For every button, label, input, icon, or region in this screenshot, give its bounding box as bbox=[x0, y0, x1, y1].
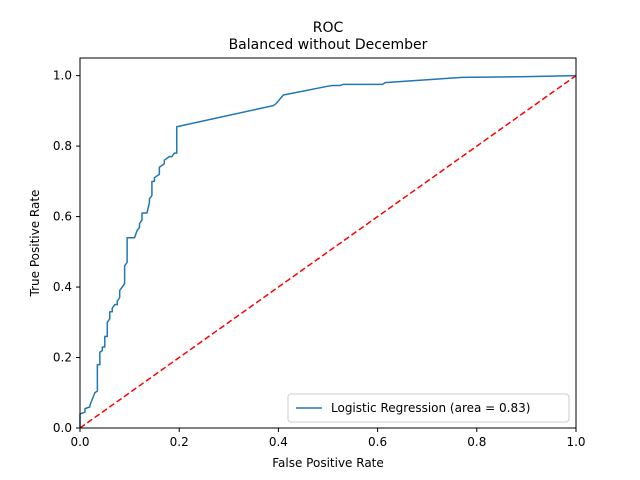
y-tick-label: 0.0 bbox=[53, 421, 72, 435]
x-axis-ticks: 0.0 0.2 0.4 0.6 0.8 1.0 bbox=[70, 428, 586, 449]
legend: Logistic Regression (area = 0.83) bbox=[287, 393, 570, 423]
y-axis-ticks: 0.0 0.2 0.4 0.6 0.8 1.0 bbox=[53, 69, 80, 435]
y-tick-label: 1.0 bbox=[53, 69, 72, 83]
x-tick-label: 0.0 bbox=[70, 435, 89, 449]
chart-title: ROC bbox=[313, 20, 344, 36]
x-tick-label: 0.2 bbox=[170, 435, 189, 449]
plot-lines bbox=[79, 74, 577, 429]
y-tick-label: 0.6 bbox=[53, 210, 72, 224]
x-tick-label: 0.8 bbox=[467, 435, 486, 449]
x-tick-label: 0.6 bbox=[368, 435, 387, 449]
chart-subtitle: Balanced without December bbox=[229, 37, 428, 53]
y-axis-label: True Positive Rate bbox=[28, 190, 42, 298]
legend-box bbox=[287, 393, 570, 423]
x-tick-label: 1.0 bbox=[566, 435, 585, 449]
chance-diagonal-line bbox=[79, 75, 577, 429]
roc-curve-line bbox=[79, 74, 577, 428]
y-tick-label: 0.4 bbox=[53, 280, 72, 294]
y-tick-label: 0.8 bbox=[53, 139, 72, 153]
legend-label: Logistic Regression (area = 0.83) bbox=[331, 401, 530, 415]
plot-frame bbox=[79, 57, 577, 429]
x-axis-label: False Positive Rate bbox=[272, 456, 384, 470]
y-tick-label: 0.2 bbox=[53, 351, 72, 365]
x-tick-label: 0.4 bbox=[269, 435, 288, 449]
